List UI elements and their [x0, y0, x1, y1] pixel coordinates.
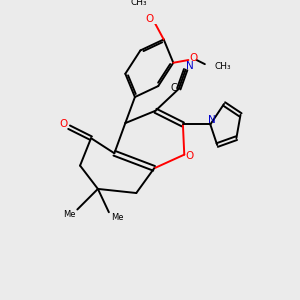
Text: O: O: [145, 14, 153, 24]
Text: N: N: [186, 61, 194, 71]
Text: O: O: [186, 151, 194, 161]
Text: O: O: [189, 53, 197, 63]
Text: C: C: [170, 83, 177, 93]
Text: Me: Me: [111, 213, 123, 222]
Text: CH₃: CH₃: [214, 62, 231, 71]
Text: O: O: [59, 119, 67, 130]
Text: N: N: [208, 116, 216, 125]
Text: CH₃: CH₃: [131, 0, 147, 7]
Text: Me: Me: [63, 210, 75, 219]
